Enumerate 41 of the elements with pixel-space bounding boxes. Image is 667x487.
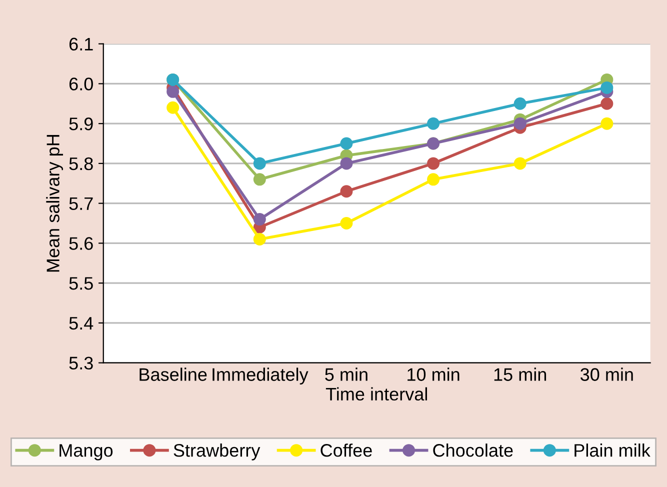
- legend-label: Mango: [60, 444, 113, 460]
- point: [600, 81, 614, 94]
- point: [514, 117, 526, 130]
- point: [600, 117, 614, 130]
- point: [427, 173, 440, 186]
- y-tick-label: 5.3: [69, 356, 93, 370]
- legend-label: Chocolate: [433, 444, 513, 457]
- point: [253, 213, 266, 226]
- point: [427, 157, 440, 170]
- point: [253, 232, 266, 246]
- point: [253, 157, 266, 170]
- point: [340, 217, 353, 230]
- point: [340, 185, 353, 198]
- x-tick-label: 5 min: [325, 368, 368, 381]
- point: [514, 157, 526, 170]
- y-tick-label: 5.4: [69, 317, 94, 330]
- x-tick-label: Baseline: [140, 368, 207, 381]
- point: [514, 97, 526, 110]
- y-tick-label: 6.0: [69, 78, 93, 90]
- y-tick-label: 5.5: [69, 277, 93, 290]
- y-tick-label: 5.7: [69, 197, 93, 210]
- x-tick-label: 15 min: [494, 368, 546, 381]
- legend-label: Strawberry: [174, 444, 260, 460]
- y-tick-label: 6.1: [69, 38, 93, 51]
- legend-label: Plain milk: [574, 444, 650, 457]
- legend-label: Coffee: [320, 444, 372, 457]
- y-tick-label: 5.6: [69, 237, 93, 250]
- x-tick-label: 30 min: [580, 368, 633, 381]
- point: [340, 137, 353, 150]
- point: [166, 101, 180, 114]
- y-tick-label: 5.8: [69, 157, 93, 170]
- point: [340, 157, 353, 170]
- y-tick-label: 5.9: [69, 118, 93, 130]
- point: [166, 85, 180, 98]
- point: [427, 117, 440, 130]
- x-tick-label: 10 min: [408, 368, 460, 381]
- x-axis-title: Time interval: [326, 387, 427, 401]
- point: [600, 97, 614, 110]
- x-tick-label: Immediately: [212, 368, 308, 385]
- point: [253, 173, 266, 186]
- y-axis-title: Mean salivary pH: [46, 135, 64, 272]
